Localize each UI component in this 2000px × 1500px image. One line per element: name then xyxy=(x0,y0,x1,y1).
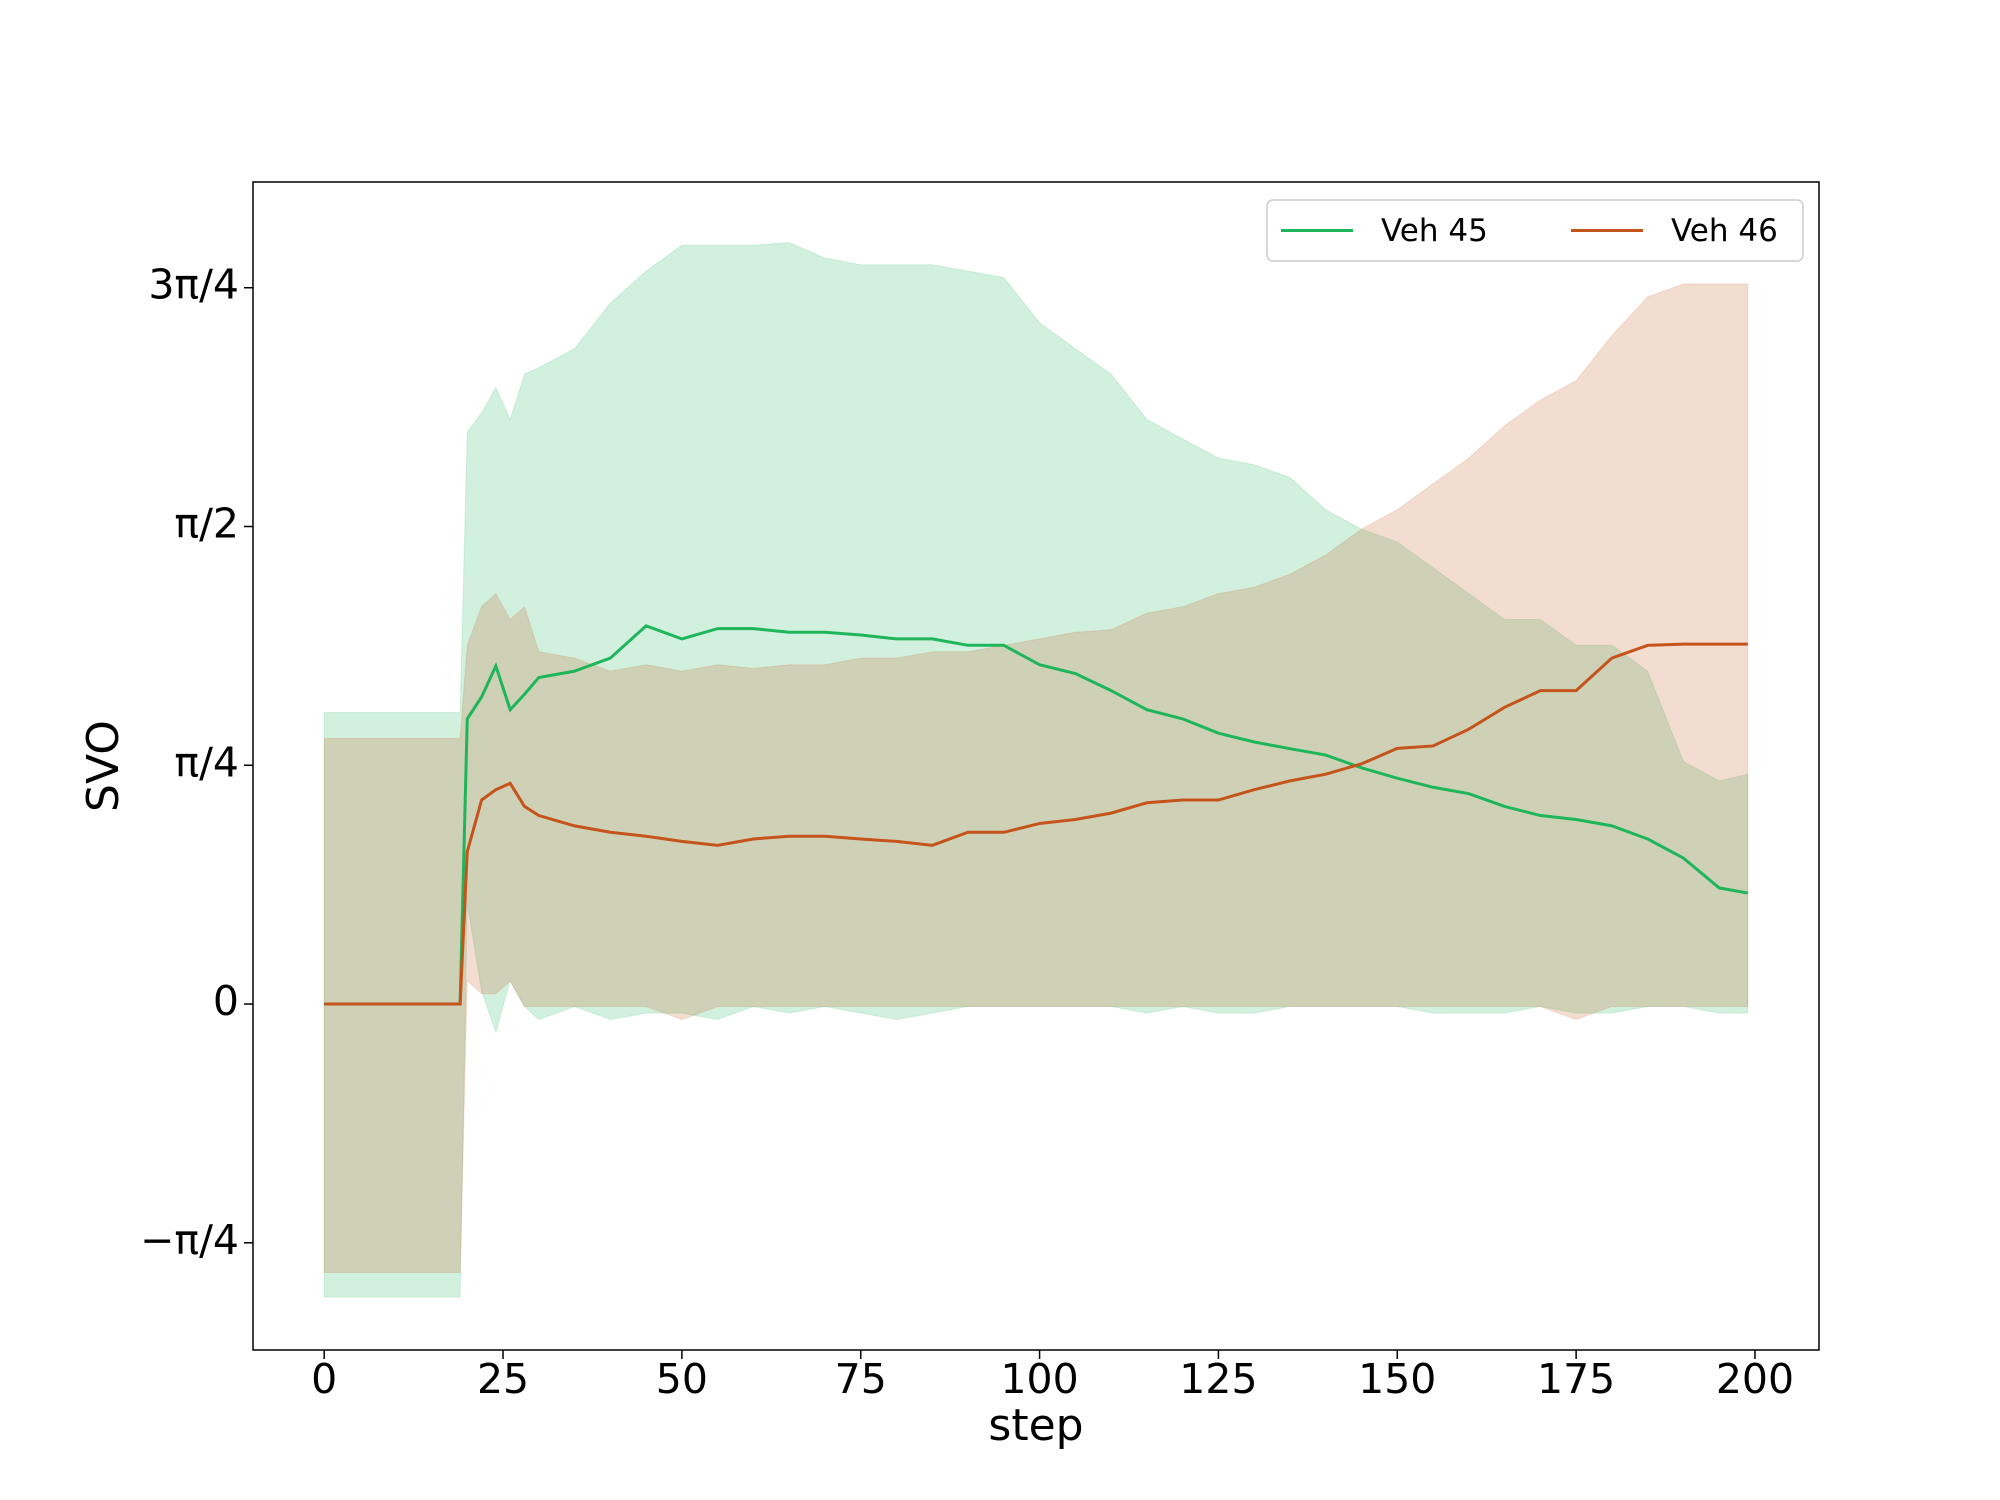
y-tick-label: π/4 xyxy=(174,738,239,786)
x-tick-label: 0 xyxy=(311,1355,337,1403)
line xyxy=(324,624,1749,1006)
legend-box xyxy=(1266,199,1804,262)
legend-label: Veh 46 xyxy=(1671,213,1778,249)
y-tick-label: −π/4 xyxy=(140,1216,239,1264)
x-tick-label: 50 xyxy=(656,1355,708,1403)
x-tick-label: 75 xyxy=(835,1355,887,1403)
x-axis-label: step xyxy=(988,1400,1083,1451)
band xyxy=(323,283,1749,1273)
line xyxy=(324,642,1748,1006)
y-tick-label: 0 xyxy=(213,977,239,1025)
x-tick-label: 100 xyxy=(1000,1355,1078,1403)
y-axis-label: SVO xyxy=(78,720,129,812)
x-tick-label: 25 xyxy=(477,1355,529,1403)
legend-label: Veh 45 xyxy=(1381,213,1488,249)
y-tick-label: π/2 xyxy=(174,500,239,548)
x-tick-label: 175 xyxy=(1537,1355,1615,1403)
band xyxy=(323,241,1749,1298)
y-tick-label: 3π/4 xyxy=(148,261,239,309)
x-tick-label: 125 xyxy=(1179,1355,1257,1403)
x-tick-label: 150 xyxy=(1358,1355,1436,1403)
x-tick-label: 200 xyxy=(1716,1355,1794,1403)
